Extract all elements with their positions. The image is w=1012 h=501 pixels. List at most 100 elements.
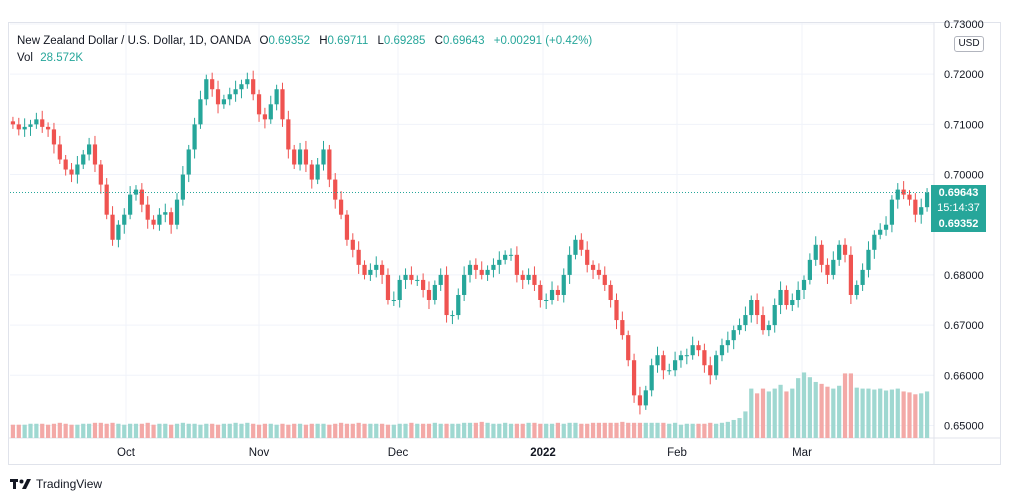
candle-body <box>561 274 566 295</box>
volume-bar <box>157 423 162 438</box>
legend-volume: Vol 28.572K <box>17 52 83 64</box>
volume-bar <box>778 384 783 438</box>
volume-bar <box>444 423 449 438</box>
last-price-label: 0.69643 <box>931 185 986 201</box>
volume-bar <box>913 394 918 438</box>
y-tick-label: 0.67000 <box>944 320 984 332</box>
volume-bar <box>796 378 801 438</box>
volume-bar <box>561 423 566 438</box>
legend-high-key: H <box>319 35 328 47</box>
volume-bar <box>63 423 68 438</box>
candle-body <box>837 244 842 260</box>
volume-bar <box>725 421 730 438</box>
volume-bar <box>567 422 572 438</box>
y-tick-label: 0.71000 <box>944 119 984 131</box>
volume-bar <box>245 422 250 438</box>
candle-body <box>321 149 326 165</box>
volume-bar <box>297 423 303 438</box>
volume-bar <box>837 385 842 438</box>
candle-body <box>69 169 74 175</box>
candle-body <box>157 214 162 225</box>
candle-body <box>292 149 297 165</box>
candle-body <box>649 365 654 391</box>
volume-bar <box>151 424 156 438</box>
x-tick-label: Mar <box>792 447 812 459</box>
candle-body <box>749 300 754 316</box>
candle-body <box>327 149 332 180</box>
volume-bar <box>907 392 912 438</box>
candle-body <box>110 214 115 240</box>
candle-body <box>514 254 519 275</box>
volume-bar <box>86 423 92 438</box>
legend-vol-value: 28.572K <box>40 52 84 64</box>
candle-body <box>631 360 637 396</box>
candle-body <box>221 99 226 105</box>
volume-bar <box>614 422 619 438</box>
volume-bar <box>227 423 232 438</box>
volume-bar <box>16 424 21 438</box>
footer-brand[interactable]: TradingView <box>36 477 103 491</box>
legend-close-key: C <box>434 35 443 47</box>
candle-body <box>245 79 250 85</box>
candle-body <box>913 199 918 215</box>
candle-body <box>239 84 244 90</box>
candle-body <box>544 300 549 302</box>
candle-body <box>338 199 344 215</box>
volume-bar <box>280 423 285 438</box>
volume-bar <box>819 383 824 438</box>
candle-body <box>385 274 391 301</box>
candle-body <box>848 254 854 295</box>
candle-body <box>579 239 584 250</box>
candle-body <box>901 189 906 195</box>
volume-bar <box>719 422 725 438</box>
footer[interactable]: TradingView <box>10 474 102 494</box>
candle-body <box>819 244 824 265</box>
candle-body <box>198 99 203 125</box>
volume-bar <box>784 391 789 438</box>
candle-body <box>163 212 168 215</box>
volume-bar <box>690 423 695 438</box>
volume-bar <box>462 422 467 438</box>
candle-body <box>661 355 666 371</box>
volume-bar <box>456 423 461 438</box>
volume-bar <box>163 423 168 438</box>
candle-body <box>708 365 713 376</box>
volume-bar <box>432 422 437 438</box>
volume-bar <box>672 422 678 438</box>
volume-bar <box>485 422 490 438</box>
candle-body <box>438 274 443 285</box>
y-tick-label: 0.70000 <box>944 170 984 182</box>
volume-bar <box>344 423 350 438</box>
y-tick-label: 0.65000 <box>944 420 984 432</box>
volume-bar <box>661 422 666 438</box>
volume-bar <box>573 422 578 438</box>
volume-bar <box>743 411 748 438</box>
currency-badge[interactable]: USD <box>954 36 984 52</box>
volume-bar <box>866 388 871 438</box>
volume-bar <box>889 389 895 438</box>
candle-body <box>75 164 80 175</box>
legend-low-key: L <box>377 35 384 47</box>
candle-body <box>297 149 303 165</box>
candle-body <box>907 194 912 200</box>
volume-bar <box>872 389 877 438</box>
candle-body <box>766 325 771 331</box>
volume-bar <box>848 373 854 438</box>
candle-body <box>590 264 596 270</box>
volume-bar <box>596 422 602 438</box>
volume-bar <box>878 388 883 438</box>
candle-body <box>81 154 86 165</box>
volume-bar <box>198 424 203 438</box>
candle-body <box>180 174 185 200</box>
volume-bar <box>180 422 185 438</box>
volume-bar <box>714 423 719 438</box>
candle-body <box>725 340 730 346</box>
volume-bar <box>139 423 144 438</box>
legend-symbol[interactable]: New Zealand Dollar / U.S. Dollar, 1D, OA… <box>17 35 251 47</box>
candle-body <box>28 124 33 127</box>
legend-open-key: O <box>259 35 269 47</box>
volume-bar <box>842 373 848 438</box>
candle-body <box>86 144 92 155</box>
volume-bar <box>350 423 355 438</box>
